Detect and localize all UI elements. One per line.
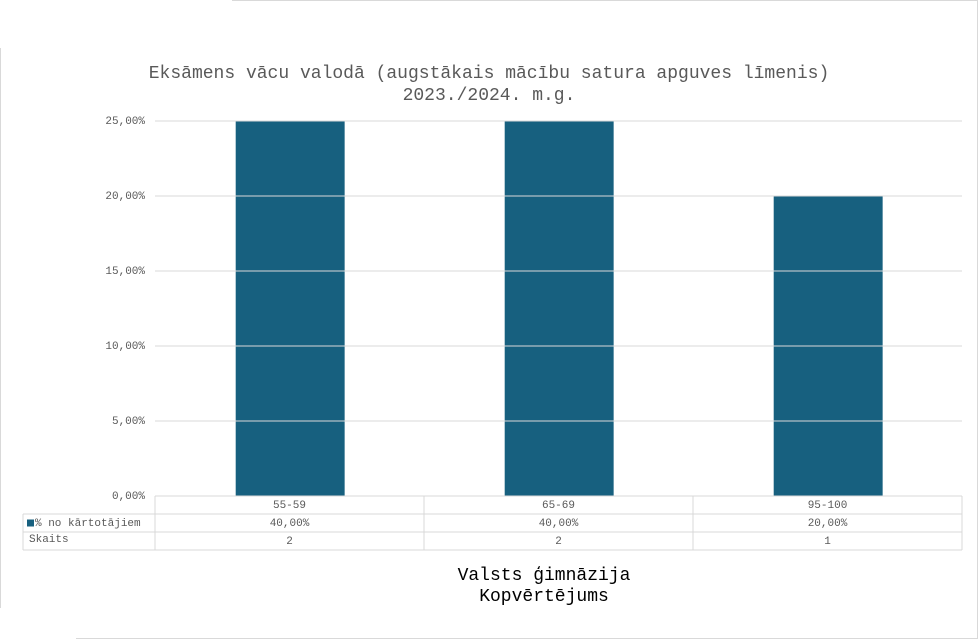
x-tick-label: 65-69 [542,500,575,512]
y-tick-label: 5,00% [112,416,145,428]
y-tick-label: 10,00% [105,341,145,353]
y-tick-label: 15,00% [105,266,145,278]
y-tick-label: 20,00% [105,191,145,203]
chart-title: Eksāmens vācu valodā (augstākais mācību … [149,64,830,84]
x-axis-label: Valsts ģimnāzija [458,566,631,586]
y-tick-label: 25,00% [105,116,145,128]
data-table-row-label: Skaits [29,534,69,546]
data-table-cell: 20,00% [808,518,848,530]
legend-label: % no kārtotājiem [35,518,141,530]
data-table-cell: 2 [286,536,293,548]
data-table-cell: 2 [555,536,562,548]
data-table-cell: 40,00% [539,518,579,530]
chart-subtitle: 2023./2024. m.g. [403,86,576,106]
x-tick-label: 55-59 [273,500,306,512]
legend-key [27,519,34,527]
x-axis-label: Kopvērtējums [479,587,609,607]
y-tick-label: 0,00% [112,491,145,503]
data-table-cell: 1 [824,536,831,548]
data-table-cell: 40,00% [270,518,310,530]
bar [504,121,614,496]
x-tick-label: 95-100 [808,500,848,512]
bar [235,121,345,496]
